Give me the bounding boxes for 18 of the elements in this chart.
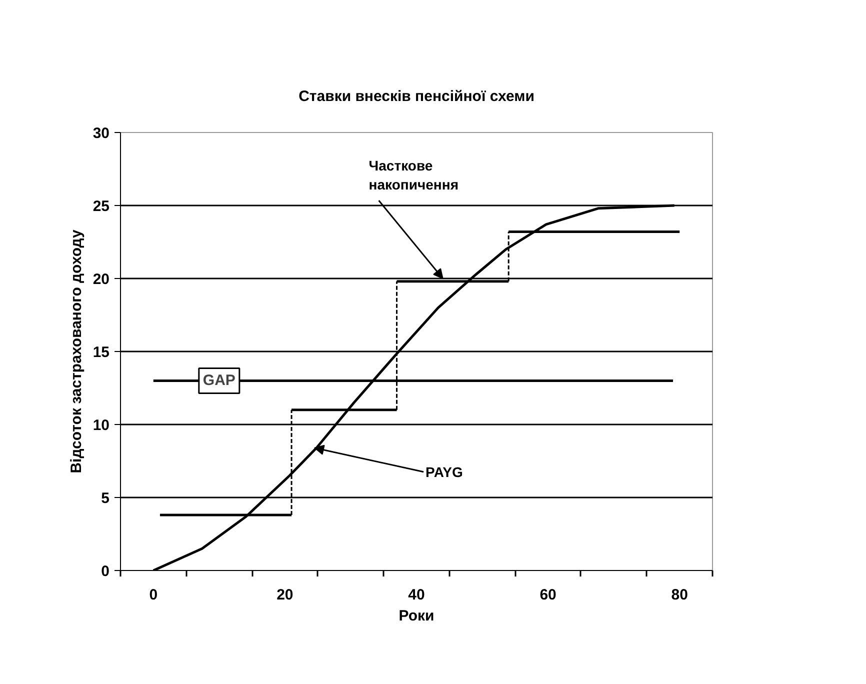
annotation: Часткове накопичення: [368, 157, 458, 192]
y-tick-label: 30: [92, 125, 110, 142]
x-tick-label: 20: [276, 586, 294, 604]
y-tick-label: 15: [92, 344, 110, 361]
x-tick-label: 40: [408, 586, 425, 604]
x-tick-label: 0: [149, 586, 158, 604]
annotation: PAYG: [426, 464, 464, 480]
x-axis-title: Роки: [398, 608, 434, 624]
y-tick-label: 20: [92, 271, 110, 288]
y-tick-label: 25: [92, 198, 110, 215]
x-tick-label: 60: [540, 586, 556, 604]
y-tick-label: 5: [101, 490, 110, 507]
chart-title: Ставки внесків пенсійної схеми: [298, 88, 534, 105]
y-tick-label: 0: [101, 563, 110, 580]
annotation: GAP: [202, 372, 236, 390]
x-tick-label: 80: [671, 586, 688, 604]
y-axis-title: Відсоток застрахованого доходу: [68, 229, 85, 474]
y-tick-label: 10: [92, 417, 110, 434]
